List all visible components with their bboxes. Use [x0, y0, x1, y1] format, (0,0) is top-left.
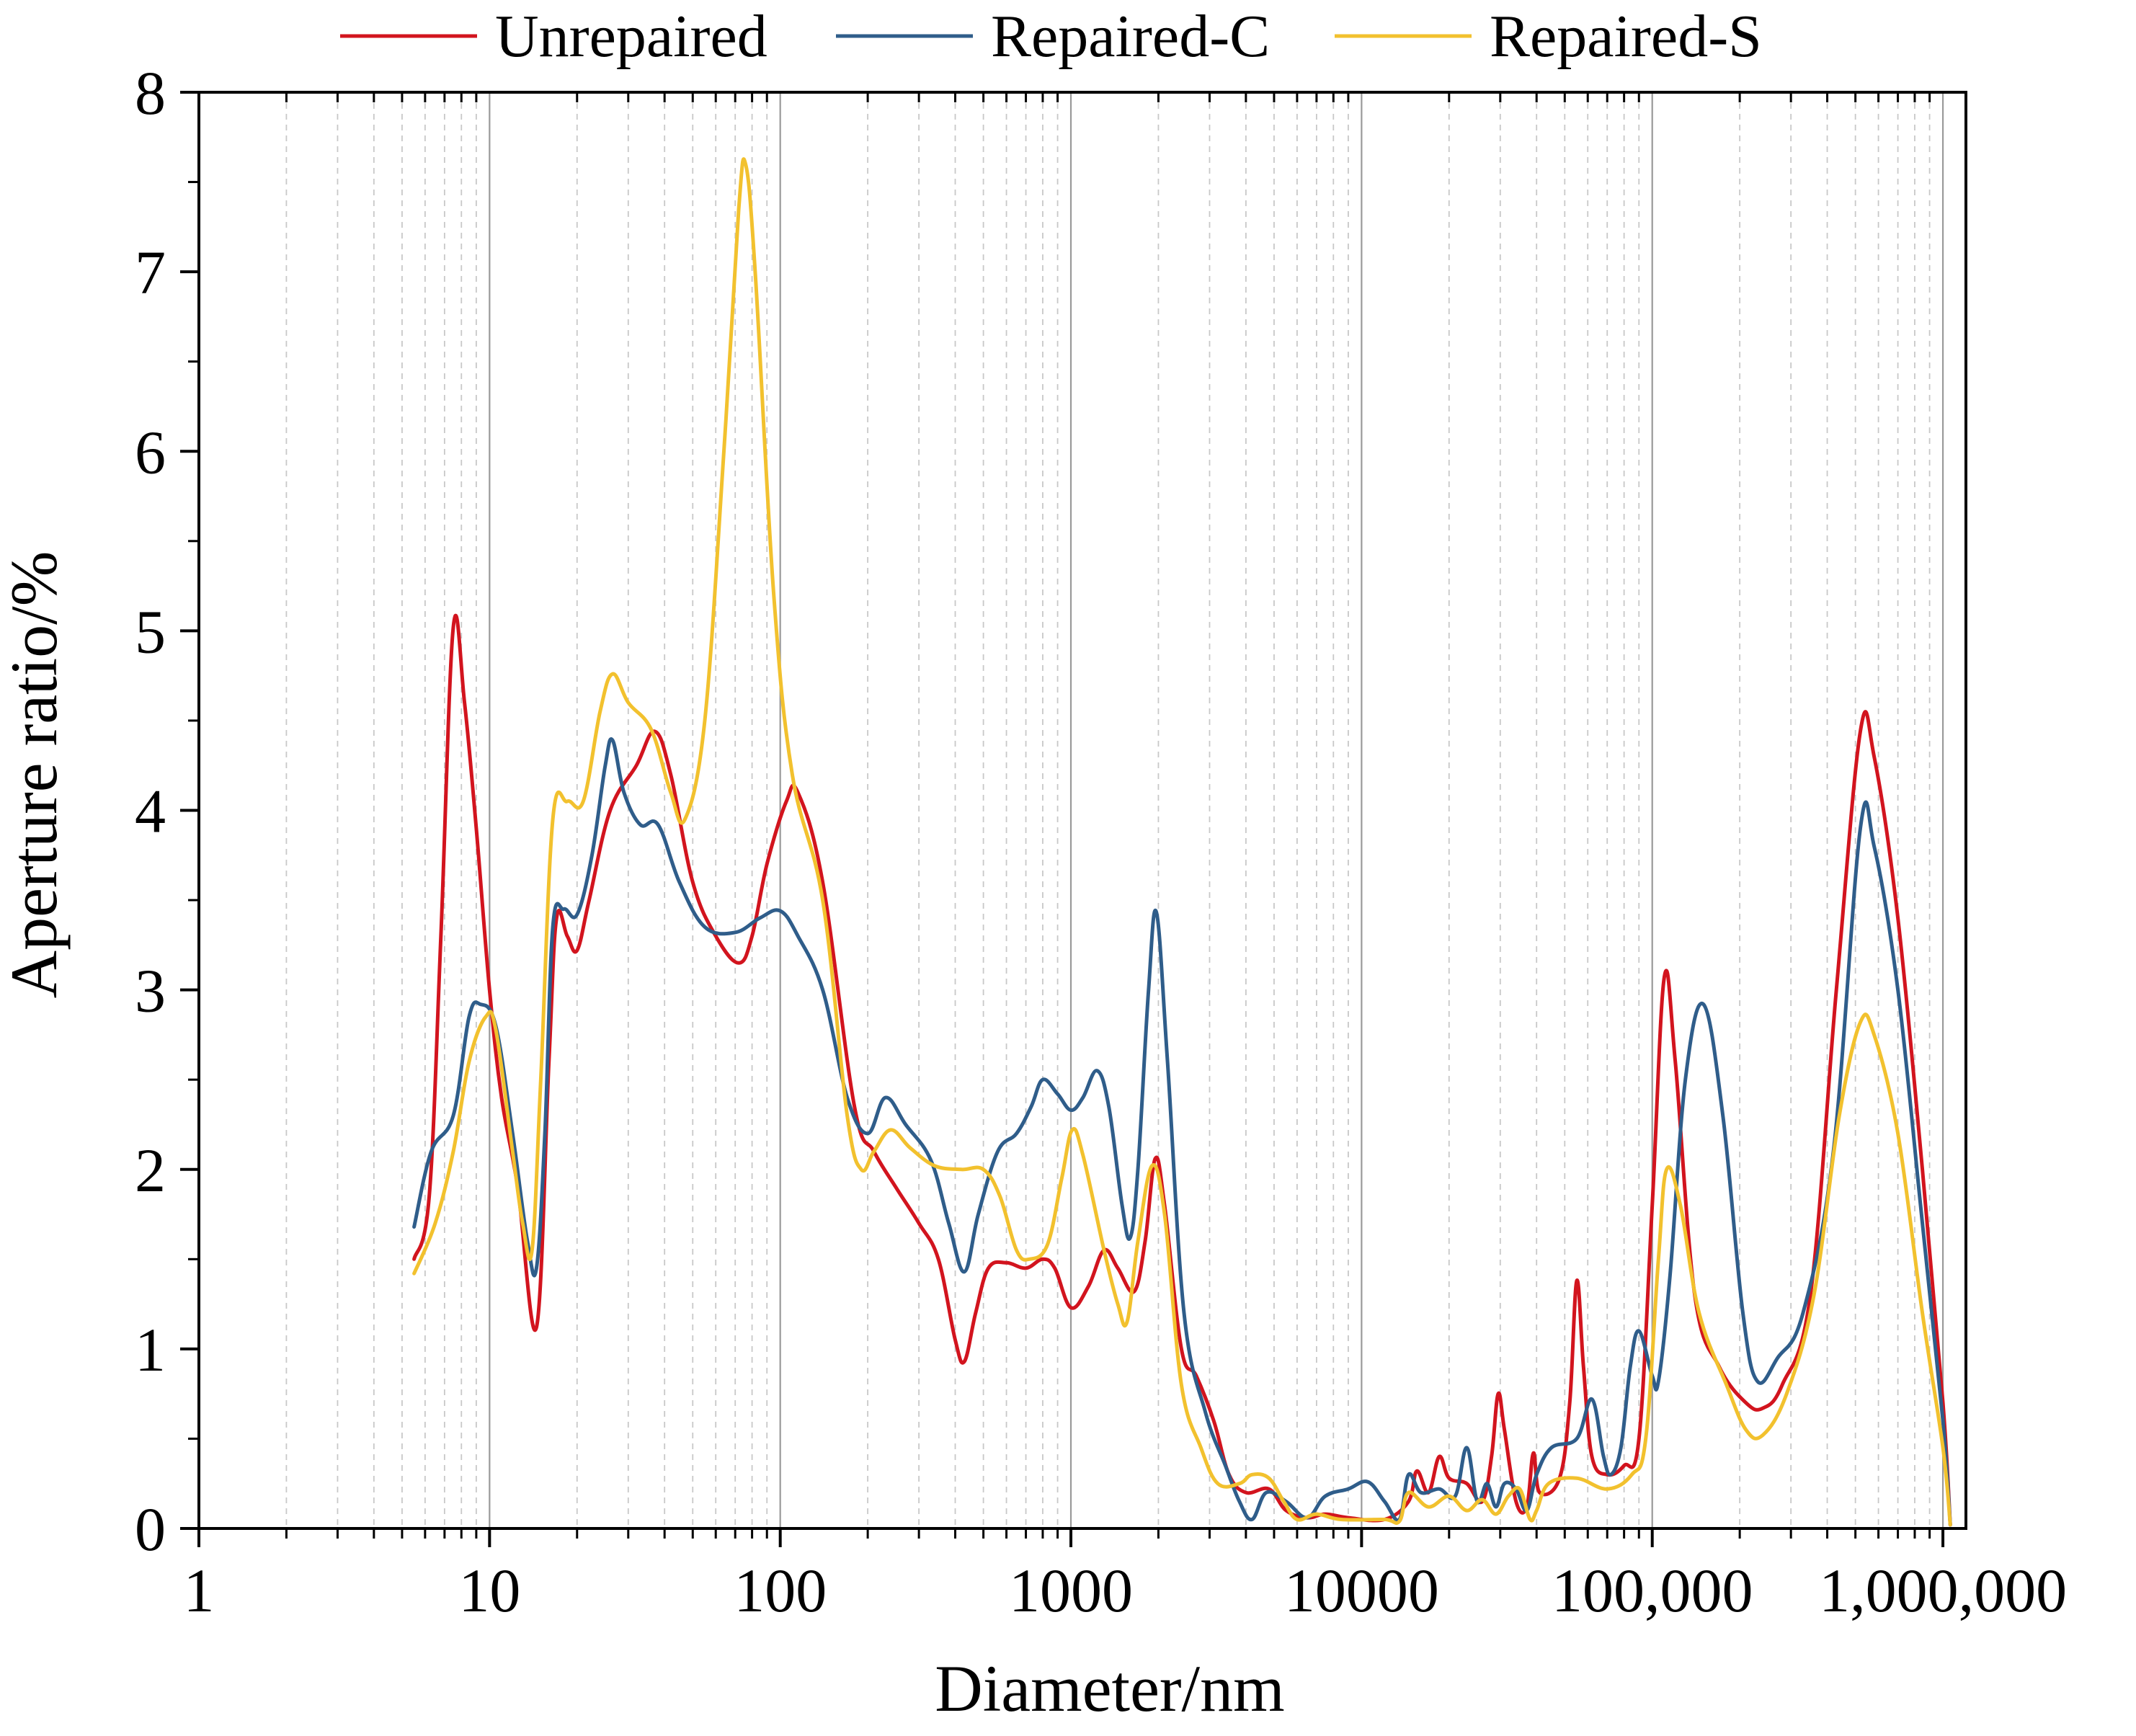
legend-label-unrepaired: Unrepaired [495, 3, 767, 70]
y-tick-label: 7 [135, 238, 166, 307]
legend: Unrepaired Repaired-C Repaired-S [340, 3, 1762, 70]
x-axis-title: Diameter/nm [935, 1652, 1284, 1725]
y-tick-label: 2 [135, 1136, 166, 1205]
x-tick-label: 100,000 [1552, 1556, 1753, 1625]
y-axis-title: Aperture ratio/% [0, 551, 71, 999]
x-tick-label: 10 [458, 1556, 520, 1625]
y-tick-label: 4 [135, 777, 166, 846]
x-tick-label: 1,000,000 [1819, 1556, 2067, 1625]
y-tick-label: 3 [135, 956, 166, 1025]
legend-label-repaired-s: Repaired-S [1490, 3, 1762, 70]
y-tick-label: 6 [135, 417, 166, 486]
y-tick-label: 5 [135, 597, 166, 666]
grid-layer [285, 92, 1944, 1528]
x-tick-label: 1000 [1009, 1556, 1133, 1625]
x-tick-label: 10000 [1284, 1556, 1439, 1625]
y-tick-label: 8 [135, 58, 166, 128]
legend-label-repaired-c: Repaired-C [991, 3, 1270, 70]
x-tick-label: 1 [184, 1556, 215, 1625]
series-line-repaired-s [412, 157, 1952, 1527]
series-line-repaired-c [412, 737, 1952, 1527]
y-tick-label: 0 [135, 1495, 166, 1564]
y-tick-label: 1 [135, 1315, 166, 1384]
series-layer [412, 157, 1952, 1527]
x-tick-label: 100 [734, 1556, 827, 1625]
